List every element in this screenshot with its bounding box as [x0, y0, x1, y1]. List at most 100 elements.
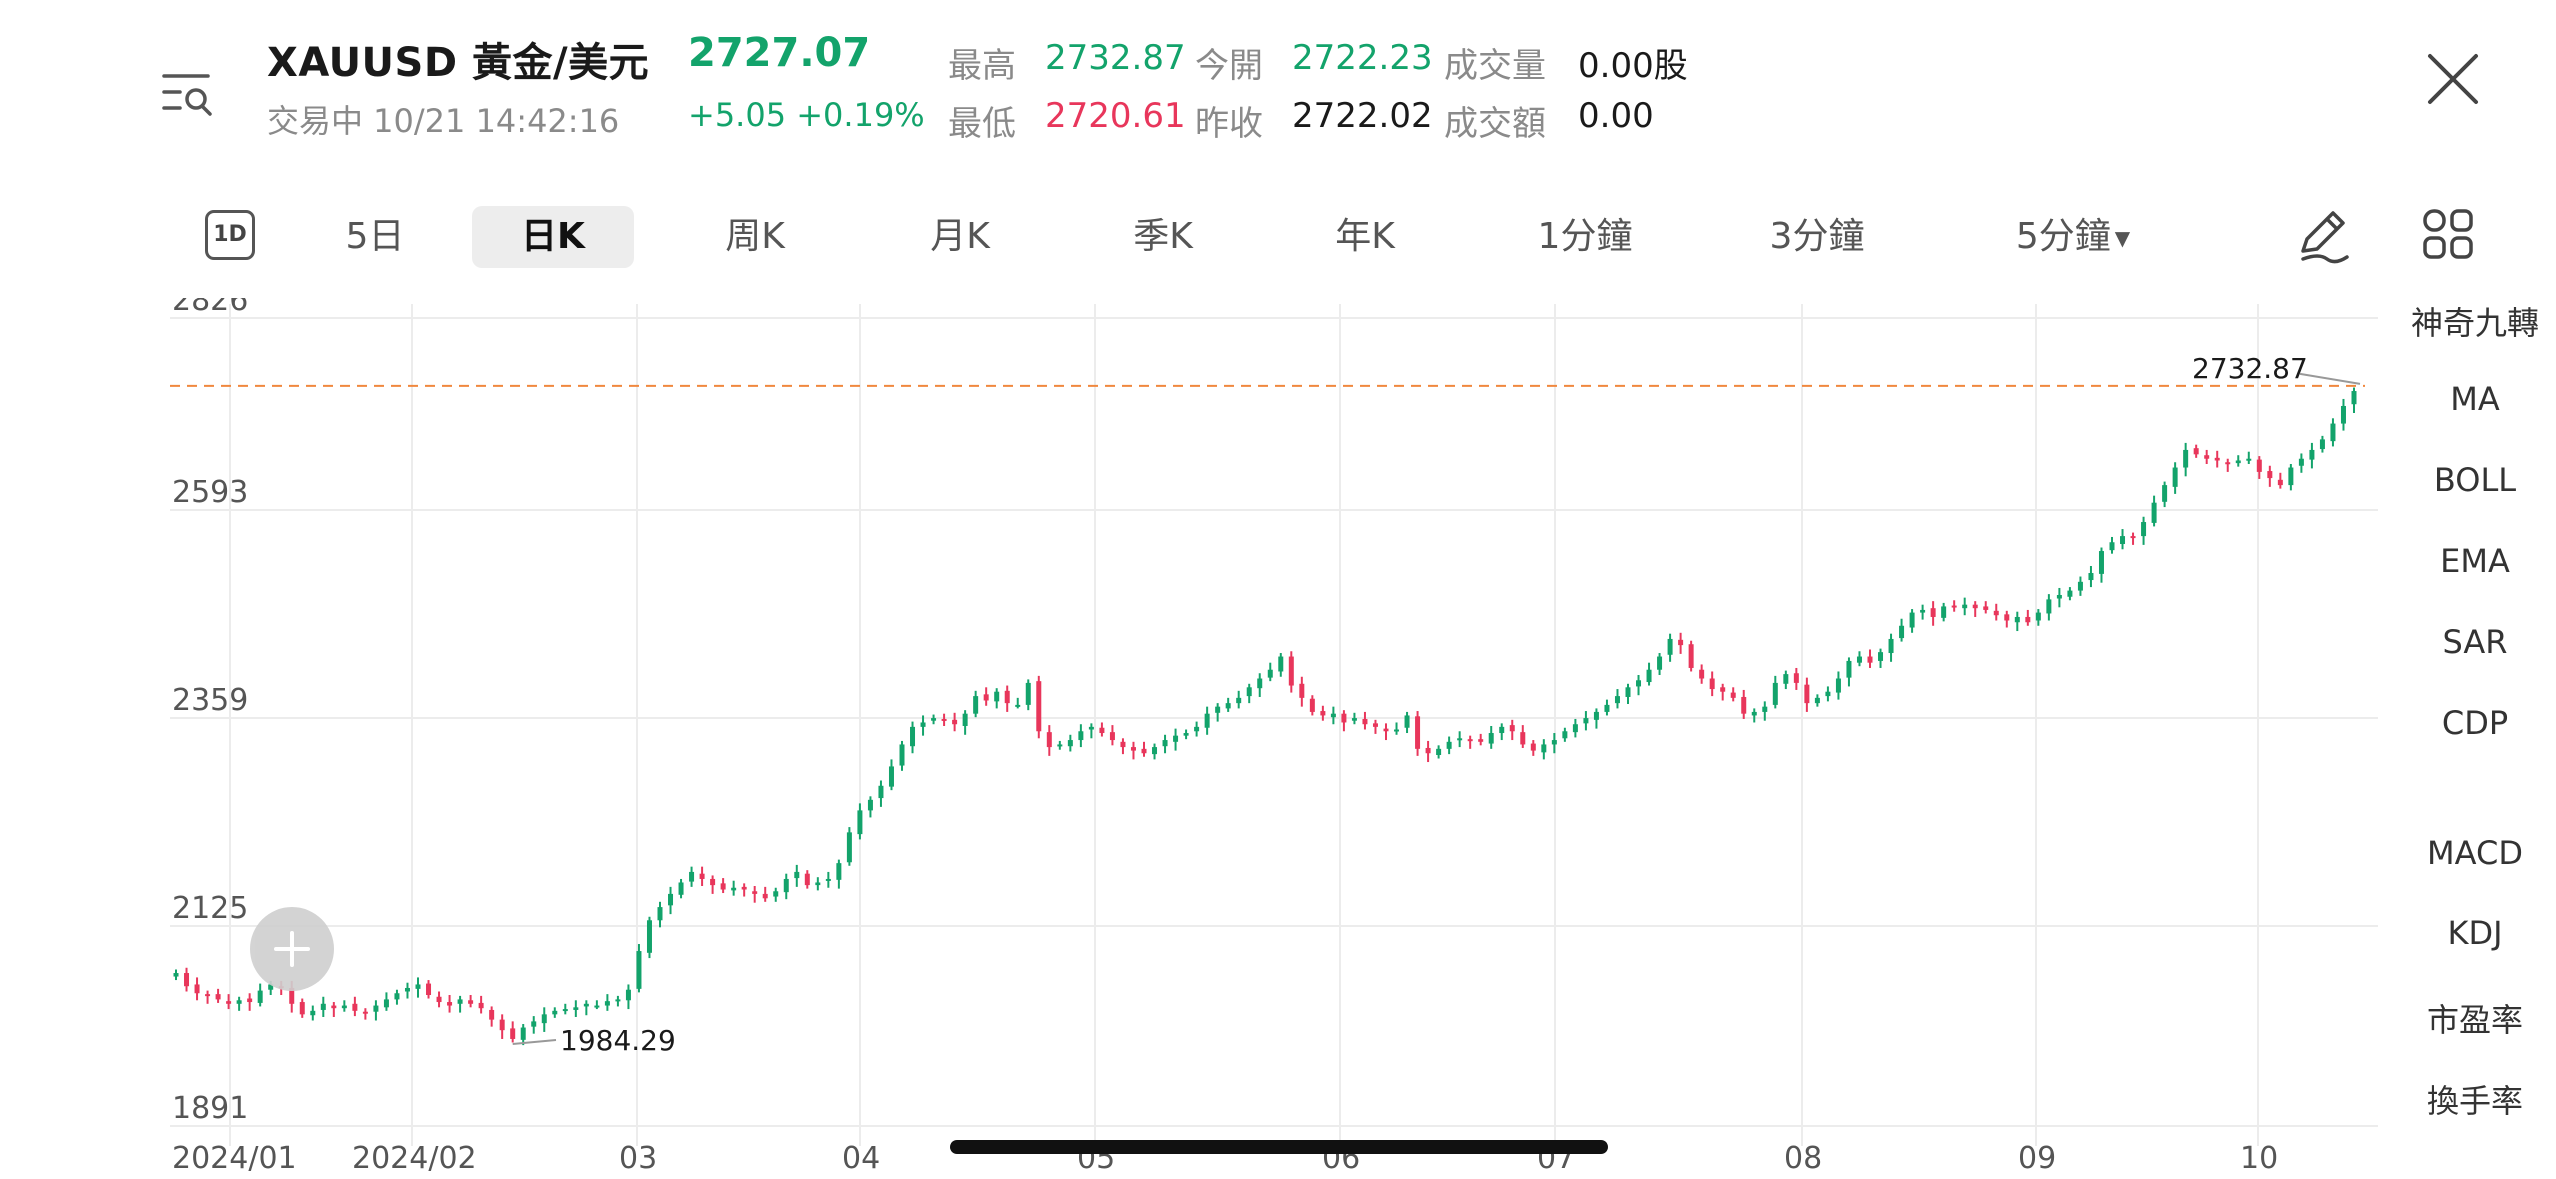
candle-body — [1194, 726, 1200, 732]
indicator-macd[interactable]: MACD — [2427, 834, 2523, 872]
x-axis-labels: 2024/01 2024/02 03 04 05 06 07 08 09 10 — [172, 1141, 2278, 1176]
candle-body — [1688, 644, 1694, 668]
candle-body — [2098, 551, 2104, 574]
candle-body — [468, 1000, 474, 1004]
candle-body — [404, 987, 410, 992]
candle-body — [1236, 697, 1242, 704]
candle-body — [888, 766, 894, 787]
candle-body — [815, 882, 821, 886]
draw-pen-icon[interactable] — [2295, 205, 2351, 265]
tab-yearly-k[interactable]: 年K — [1335, 216, 1395, 257]
candle-body — [1962, 604, 1968, 609]
candle-body — [2162, 485, 2168, 502]
stat-turnover-label: 成交額 — [1444, 104, 1546, 144]
x-tick-label: 10 — [2240, 1141, 2278, 1176]
candle-body — [2340, 405, 2346, 424]
candle-body — [710, 878, 716, 886]
candle-body — [1246, 687, 1252, 697]
candle-body — [899, 744, 905, 766]
grid-layout-icon[interactable] — [2422, 208, 2474, 260]
high-leader-line — [2299, 372, 2361, 385]
tab-monthly-k[interactable]: 月K — [930, 216, 990, 257]
tab-5day[interactable]: 5日 — [345, 216, 405, 257]
indicator-sar[interactable]: SAR — [2442, 623, 2508, 661]
candle-body — [2120, 536, 2126, 545]
y-tick-label: 1891 — [172, 1091, 248, 1126]
candle-body — [1583, 718, 1589, 724]
candle-body — [1288, 656, 1294, 686]
watchlist-menu-icon[interactable] — [160, 68, 216, 124]
current-price: 2727.07 — [688, 30, 871, 76]
candle-body — [741, 886, 747, 890]
candle-body — [2319, 439, 2325, 450]
tab-daily-k[interactable]: 日K — [472, 206, 634, 268]
candle-body — [1625, 687, 1631, 697]
candle-body — [2109, 542, 2115, 551]
candle-body — [1604, 704, 1610, 712]
candlestick-chart[interactable]: 2826 2593 2359 2125 1891 2024/01 2024/02 03 04 0… — [0, 298, 2380, 1179]
candle-body — [1636, 680, 1642, 687]
candle-body — [1909, 612, 1915, 628]
indicator-cdp[interactable]: CDP — [2441, 704, 2509, 742]
candle-body — [2277, 479, 2283, 486]
tab-1d[interactable]: 1D — [205, 210, 255, 260]
candle-body — [857, 810, 863, 835]
candle-body — [1488, 733, 1494, 744]
candle-body — [1772, 682, 1778, 705]
candle-body — [2141, 522, 2147, 537]
x-tick-label: 2024/02 — [352, 1141, 477, 1176]
tab-quarterly-k[interactable]: 季K — [1133, 216, 1193, 257]
candle-body — [520, 1027, 526, 1040]
candle-body — [1004, 690, 1010, 704]
candle-body — [1541, 744, 1547, 753]
home-indicator-bar — [950, 1140, 1608, 1154]
candle-body — [2193, 448, 2199, 455]
candle-body — [573, 1007, 579, 1010]
stat-prevclose-value: 2722.02 — [1292, 96, 1433, 136]
candle-body — [1457, 738, 1463, 741]
candle-body — [1173, 735, 1179, 742]
indicator-boll[interactable]: BOLL — [2433, 461, 2517, 499]
candle-body — [1015, 704, 1021, 707]
y-tick-label: 2593 — [172, 475, 248, 510]
tab-3min[interactable]: 3分鐘 — [1769, 216, 1865, 257]
candle-body — [752, 891, 758, 894]
candle-body — [1920, 609, 1926, 613]
add-button[interactable] — [250, 907, 334, 991]
candle-body — [2014, 616, 2020, 623]
indicator-magic-nine[interactable]: 神奇九轉 — [2410, 304, 2539, 342]
candle-body — [794, 871, 800, 879]
candle-body — [1520, 732, 1526, 745]
candle-body — [699, 873, 705, 879]
stat-high-value: 2732.87 — [1045, 38, 1186, 78]
candle-body — [646, 920, 652, 953]
candle-body — [2204, 455, 2210, 459]
candle-body — [331, 1005, 337, 1009]
candle-body — [1993, 610, 1999, 616]
candle-body — [184, 973, 190, 987]
candle-body — [352, 1003, 358, 1011]
candles — [173, 387, 2357, 1046]
candle-body — [1099, 727, 1105, 734]
indicator-turnover-rate[interactable]: 換手率 — [2426, 1082, 2523, 1120]
close-icon[interactable] — [2424, 50, 2482, 108]
candle-body — [1699, 669, 1705, 679]
candle-body — [2214, 457, 2220, 461]
candle-body — [1972, 604, 1978, 609]
candle-body — [1330, 713, 1336, 718]
indicator-ma[interactable]: MA — [2450, 380, 2500, 418]
indicator-ema[interactable]: EMA — [2440, 542, 2510, 580]
indicator-kdj[interactable]: KDJ — [2447, 914, 2503, 952]
candle-body — [562, 1009, 568, 1012]
indicator-pe-ratio[interactable]: 市盈率 — [2426, 1001, 2523, 1039]
tab-5min[interactable]: 5分鐘 ▼ — [1998, 206, 2148, 268]
x-tick-label: 08 — [1784, 1141, 1822, 1176]
candle-body — [489, 1009, 495, 1020]
candle-body — [636, 951, 642, 989]
candle-body — [541, 1014, 547, 1024]
low-leader-line — [512, 1039, 557, 1045]
candle-body — [1825, 691, 1831, 697]
tab-1min[interactable]: 1分鐘 — [1537, 216, 1633, 257]
candle-body — [846, 832, 852, 863]
tab-weekly-k[interactable]: 周K — [725, 216, 785, 257]
